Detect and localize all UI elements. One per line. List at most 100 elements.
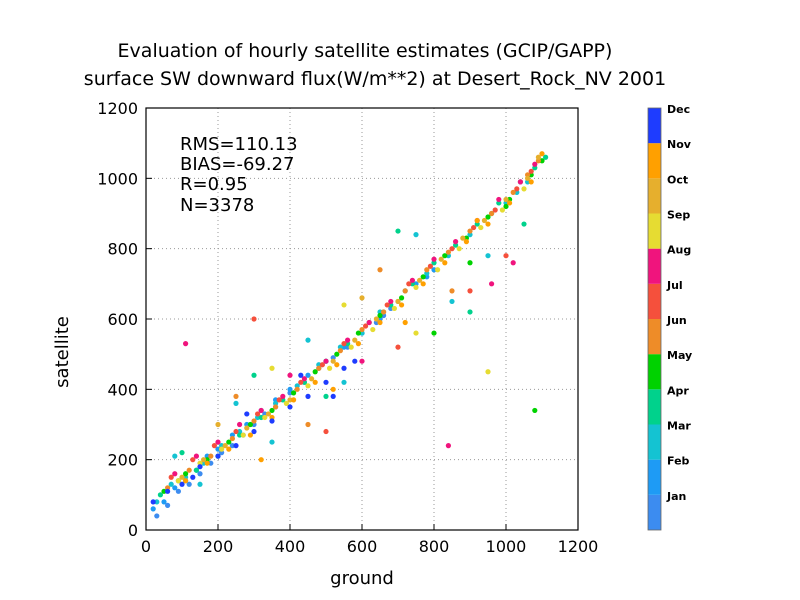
scatter-point-dec [244, 411, 250, 417]
scatter-point-aug [258, 407, 264, 414]
scatter-point-jun [251, 418, 257, 424]
y-tick-label: 0 [128, 521, 138, 540]
scatter-point-may [420, 274, 426, 280]
scatter-point-jul [384, 302, 390, 308]
scatter-point-apr [237, 432, 243, 438]
scatter-point-oct [373, 316, 379, 322]
colorbar-frame [647, 107, 662, 531]
y-tick-label: 800 [107, 240, 138, 259]
scatter-point-aug [323, 358, 329, 364]
month-colorbar: Jan Feb Mar Apr May Jun Jul Aug Sep Oct Nov Dec [647, 103, 692, 531]
scatter-point-aug [287, 372, 293, 378]
scatter-point-mar [413, 232, 419, 238]
scatter-point-aug [517, 179, 524, 185]
scatter-point-aug [280, 393, 286, 399]
scatter-point-may [539, 158, 545, 164]
scatter-point-jul [514, 186, 520, 192]
scatter-point-sep [391, 305, 397, 312]
scatter-point-jul [251, 316, 257, 322]
scatter-point-jul [406, 281, 412, 287]
scatter-point-nov [463, 239, 469, 245]
scatter-point-nov [204, 460, 210, 466]
scatter-point-jun [233, 393, 239, 399]
colorbar-swatch-nov [648, 143, 661, 179]
scatter-point-dec [323, 379, 329, 385]
scatter-point-jun [449, 288, 455, 294]
scatter-point-feb [215, 446, 221, 452]
scatter-point-oct [244, 425, 250, 431]
scatter-point-feb [161, 499, 167, 505]
scatter-point-oct [460, 235, 466, 241]
scatter-point-oct [359, 295, 365, 301]
scatter-point-aug [172, 471, 178, 477]
scatter-point-sep [240, 432, 246, 438]
scatter-point-jun [467, 228, 473, 234]
scatter-point-oct [481, 217, 487, 224]
scatter-point-mar [269, 439, 275, 445]
scatter-point-aug [359, 358, 365, 364]
scatter-point-jun [377, 267, 383, 273]
scatter-point-jul [395, 344, 401, 350]
scatter-point-oct [535, 154, 542, 160]
scatter-point-aug [345, 337, 351, 343]
colorbar-label-feb: Feb [667, 455, 690, 468]
scatter-point-feb [287, 386, 293, 392]
x-axis-label: ground [330, 568, 394, 589]
scatter-point-jan [197, 471, 203, 477]
colorbar-label-may: May [667, 349, 692, 362]
scatter-point-nov [258, 457, 264, 463]
scatter-point-jun [445, 249, 451, 255]
scatter-point-jul [492, 207, 498, 213]
scatter-point-jul [298, 379, 304, 385]
y-tick-label: 600 [107, 310, 138, 329]
stat-r: R=0.95 [180, 174, 248, 195]
scatter-point-jul [528, 168, 534, 174]
scatter-point-may [532, 407, 538, 414]
scatter-point-dec [251, 428, 257, 435]
scatter-point-dec [165, 488, 171, 494]
colorbar-swatch-apr [648, 389, 661, 425]
colorbar-label-aug: Aug [667, 244, 691, 257]
scatter-point-jun [381, 309, 387, 315]
scatter-point-dec [215, 453, 221, 459]
scatter-point-jun [316, 365, 322, 371]
scatter-point-jan [154, 513, 160, 519]
scatter-point-apr [179, 450, 185, 456]
x-tick-label: 400 [275, 537, 306, 556]
scatter-point-nov [507, 200, 513, 206]
scatter-point-jul [503, 253, 509, 259]
scatter-point-jan [165, 502, 171, 508]
scatter-point-oct [503, 196, 509, 203]
scatter-point-jul [323, 428, 329, 435]
scatter-point-jun [208, 453, 214, 459]
scatter-point-jul [471, 224, 477, 231]
colorbar-label-jul: Jul [666, 279, 683, 292]
scatter-point-nov [528, 179, 534, 185]
colorbar-label-apr: Apr [667, 384, 689, 397]
scatter-point-may [226, 439, 232, 445]
scatter-point-feb [172, 485, 178, 491]
scatter-points [150, 151, 549, 519]
scatter-point-jun [402, 288, 408, 294]
scatter-point-nov [226, 446, 232, 452]
scatter-point-aug [388, 298, 394, 305]
scatter-point-aug [510, 260, 516, 266]
scatter-point-sep [485, 369, 491, 375]
scatter-point-jan [175, 488, 181, 494]
scatter-point-apr [543, 154, 549, 160]
stat-rms: RMS=110.13 [180, 134, 298, 155]
scatter-point-sep [327, 365, 333, 371]
x-tick-label: 1000 [486, 537, 527, 556]
scatter-point-oct [417, 277, 423, 283]
y-tick-label: 200 [107, 451, 138, 470]
scatter-point-sep [305, 383, 311, 389]
scatter-point-nov [399, 302, 405, 308]
y-axis-label: satellite [52, 316, 73, 388]
scatter-point-oct [222, 443, 228, 449]
scatter-point-jul [467, 288, 473, 294]
scatter-point-aug [431, 256, 437, 262]
x-tick-label: 800 [419, 537, 450, 556]
colorbar-swatch-dec [648, 108, 661, 144]
scatter-point-sep [219, 446, 225, 452]
scatter-point-aug [183, 341, 189, 347]
